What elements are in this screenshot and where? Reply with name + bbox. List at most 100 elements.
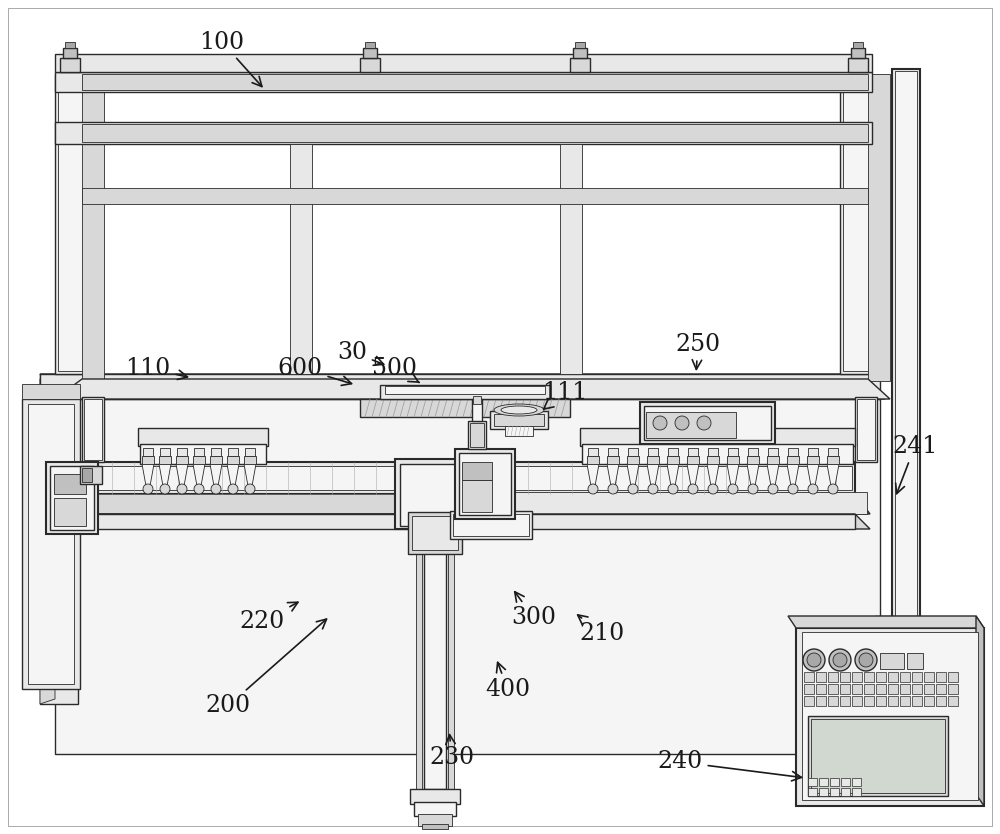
Circle shape <box>833 653 847 667</box>
Bar <box>227 456 239 464</box>
Bar <box>385 386 545 394</box>
Bar <box>707 456 719 464</box>
Bar <box>560 144 582 374</box>
Text: 300: 300 <box>512 592 556 630</box>
Circle shape <box>608 484 618 494</box>
Polygon shape <box>193 464 205 486</box>
Bar <box>804 696 814 706</box>
Polygon shape <box>142 464 154 486</box>
Text: 240: 240 <box>657 751 801 781</box>
Bar <box>140 444 266 464</box>
Polygon shape <box>40 374 78 704</box>
Bar <box>608 448 618 456</box>
Bar <box>473 396 481 404</box>
Text: 110: 110 <box>125 356 187 379</box>
Polygon shape <box>892 616 920 624</box>
Polygon shape <box>667 464 679 486</box>
Bar <box>851 48 865 58</box>
Circle shape <box>668 484 678 494</box>
Polygon shape <box>62 379 865 394</box>
Bar <box>648 448 658 456</box>
Polygon shape <box>976 616 984 806</box>
Bar <box>828 696 838 706</box>
Bar <box>228 448 238 456</box>
Circle shape <box>788 484 798 494</box>
Bar <box>176 456 188 464</box>
Polygon shape <box>647 464 659 486</box>
Bar <box>767 456 779 464</box>
Polygon shape <box>159 464 171 486</box>
Text: 30: 30 <box>337 340 384 365</box>
Bar <box>687 456 699 464</box>
Text: 400: 400 <box>485 662 531 701</box>
Bar <box>816 672 826 682</box>
Bar <box>82 188 868 204</box>
Bar <box>84 466 428 490</box>
Bar <box>840 74 872 374</box>
Bar <box>828 448 838 456</box>
Bar <box>422 824 448 829</box>
Bar <box>888 696 898 706</box>
Bar <box>816 696 826 706</box>
Bar <box>727 456 739 464</box>
Bar <box>505 426 533 436</box>
Bar <box>22 399 80 689</box>
Bar <box>912 684 922 694</box>
Bar <box>924 696 934 706</box>
Bar <box>841 788 850 796</box>
Bar <box>84 399 102 460</box>
Circle shape <box>803 649 825 671</box>
Polygon shape <box>767 464 779 486</box>
Bar <box>876 696 886 706</box>
Bar <box>900 696 910 706</box>
Bar <box>575 42 585 48</box>
Bar <box>888 684 898 694</box>
Polygon shape <box>22 384 80 399</box>
Bar <box>82 514 855 529</box>
Bar <box>55 74 87 374</box>
Circle shape <box>143 484 153 494</box>
Polygon shape <box>707 464 719 486</box>
Bar <box>412 516 458 550</box>
Bar <box>494 414 544 426</box>
Bar <box>82 74 104 379</box>
Bar <box>54 474 86 494</box>
Circle shape <box>859 653 873 667</box>
Bar <box>840 696 850 706</box>
Polygon shape <box>244 464 256 486</box>
Ellipse shape <box>501 406 537 414</box>
Bar <box>468 421 486 449</box>
Bar <box>808 448 818 456</box>
Circle shape <box>245 484 255 494</box>
Bar <box>688 448 698 456</box>
Bar <box>900 684 910 694</box>
Bar <box>462 480 492 512</box>
Bar <box>82 468 92 482</box>
Bar <box>82 462 430 494</box>
Bar <box>768 448 778 456</box>
Bar <box>82 397 104 462</box>
Bar <box>936 672 946 682</box>
Bar <box>450 511 532 539</box>
Bar <box>420 517 450 792</box>
Polygon shape <box>807 464 819 486</box>
Polygon shape <box>687 464 699 486</box>
Bar <box>459 453 511 515</box>
Bar <box>864 672 874 682</box>
Bar <box>647 456 659 464</box>
Bar <box>573 48 587 58</box>
Circle shape <box>808 484 818 494</box>
Bar <box>490 411 548 429</box>
Bar <box>895 71 917 630</box>
Bar <box>912 696 922 706</box>
Bar <box>868 74 890 381</box>
Text: 100: 100 <box>199 31 262 87</box>
Bar <box>363 48 377 58</box>
Bar <box>852 788 861 796</box>
Polygon shape <box>827 464 839 486</box>
Bar <box>400 464 462 526</box>
Bar <box>852 672 862 682</box>
Bar <box>65 42 75 48</box>
Bar <box>46 462 98 534</box>
Bar <box>360 58 380 72</box>
